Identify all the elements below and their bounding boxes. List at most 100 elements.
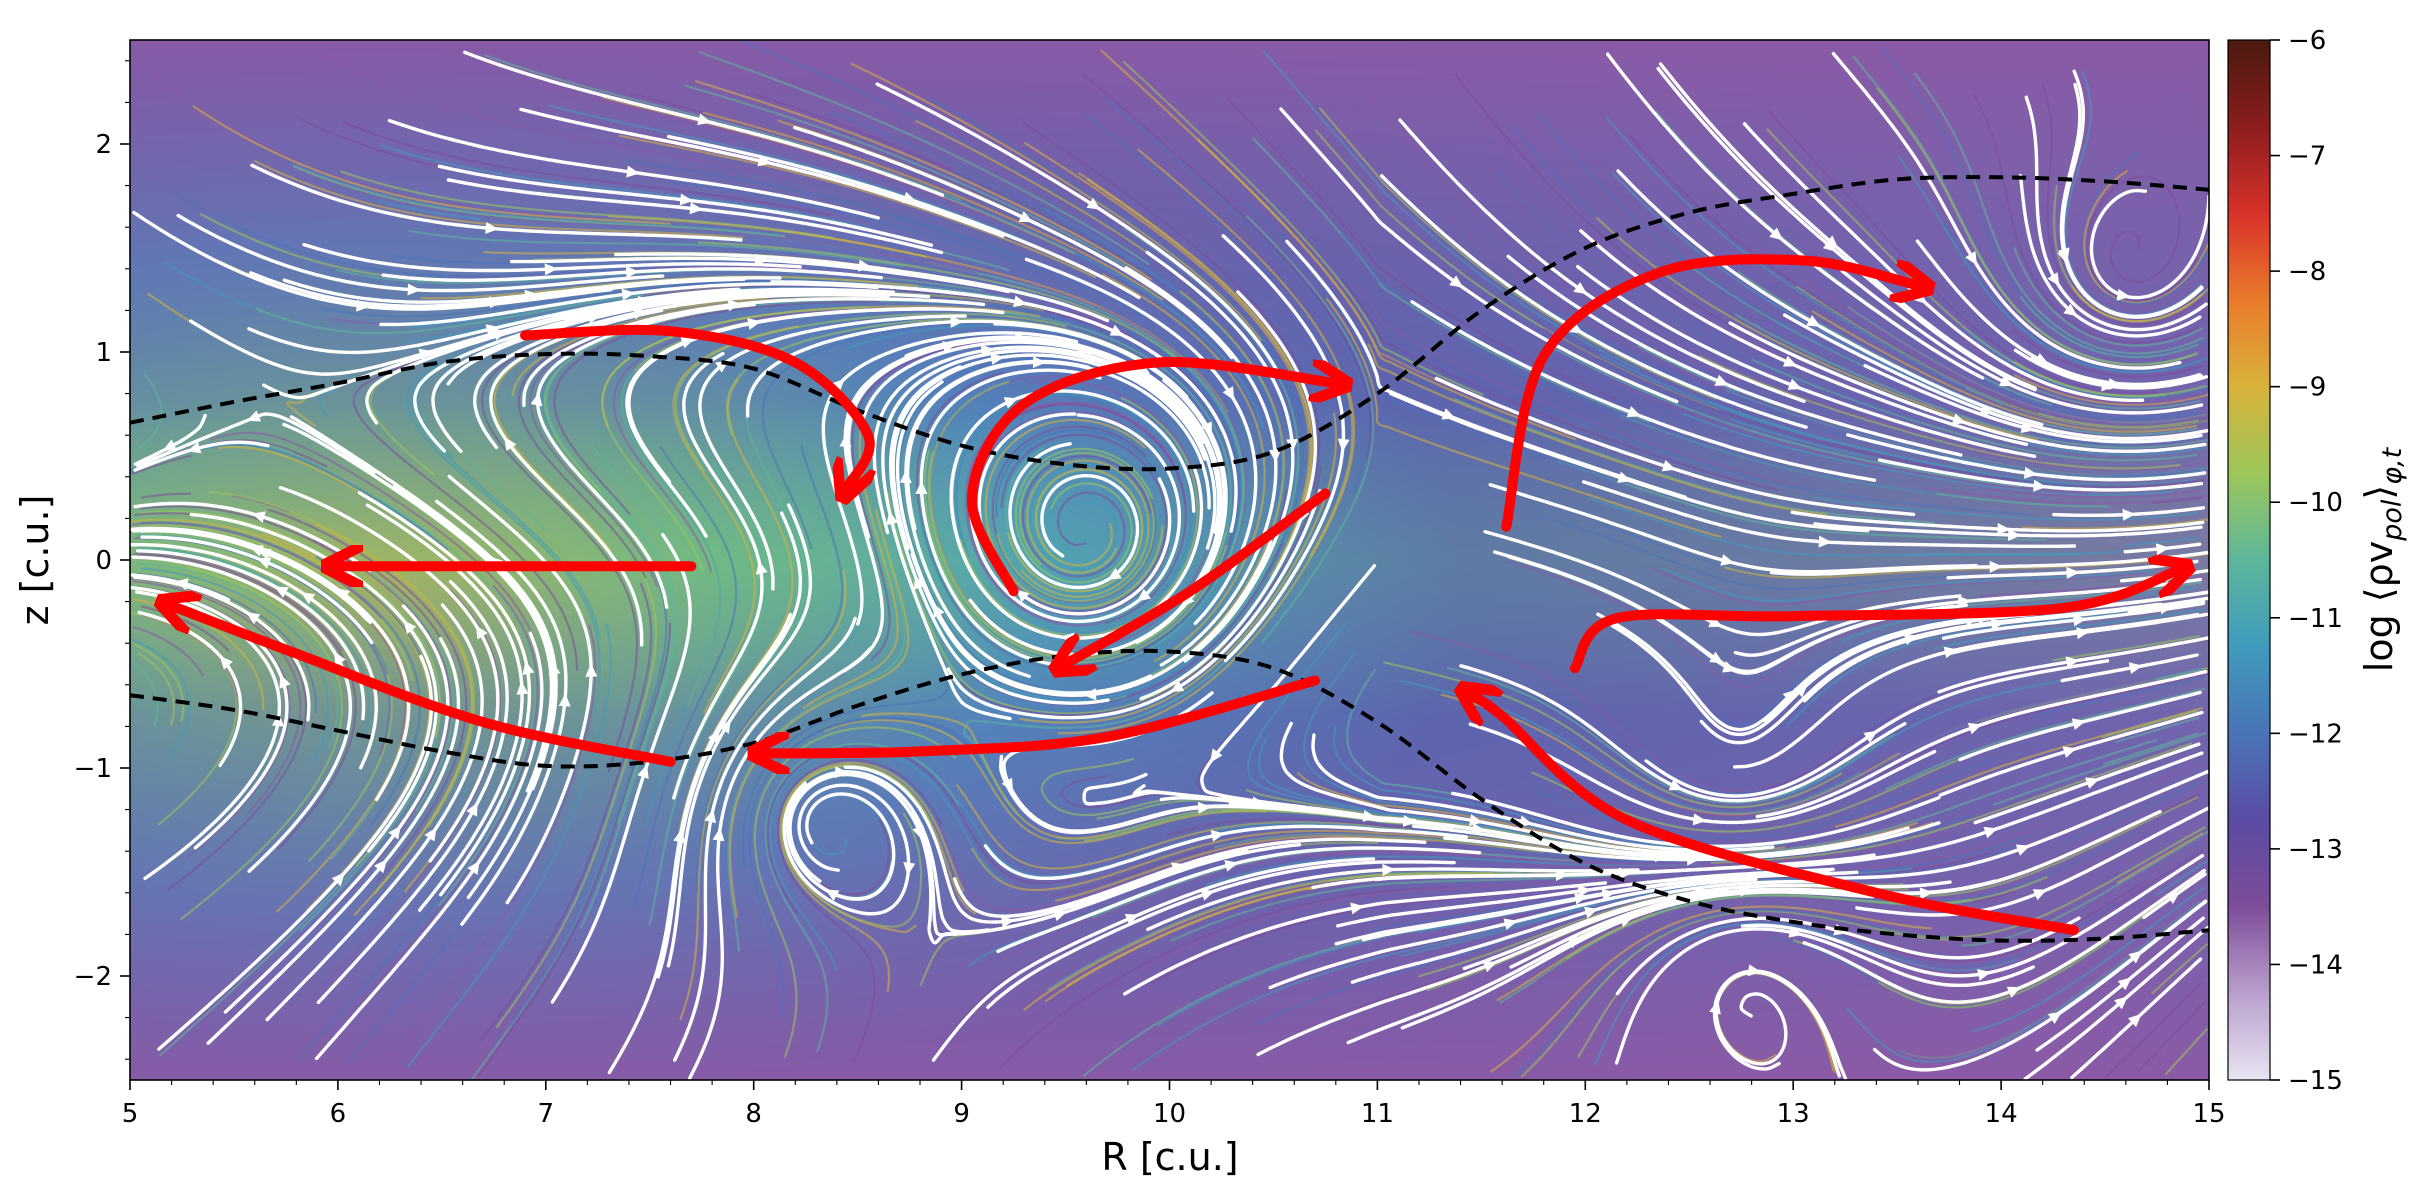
streamline-arrowhead: [915, 480, 928, 494]
streamline: [131, 555, 353, 873]
red-flow-arrow: [1471, 695, 2079, 936]
streamline-arrowhead: [489, 296, 503, 309]
streamline-arrowhead: [1977, 968, 1992, 981]
streamline-arrowhead: [522, 660, 535, 675]
color-streak: [545, 374, 675, 825]
color-streak: [137, 61, 601, 220]
color-streak: [1583, 283, 2047, 463]
colorbar-tick-label: −6: [2288, 26, 2326, 56]
colorbar-label-sub2: φ,t: [2377, 446, 2408, 484]
color-streak: [1105, 98, 1369, 495]
color-streak: [208, 490, 476, 828]
streamline-arrowhead: [2008, 528, 2022, 541]
y-axis-label: z [c.u.]: [13, 495, 57, 626]
streamline-arrowhead: [2063, 303, 2078, 317]
streamline-arrowhead: [2066, 566, 2080, 579]
color-streak: [1587, 496, 2079, 557]
streamline: [136, 549, 366, 721]
streamline-arrowhead: [1714, 374, 1729, 386]
color-streak: [1922, 486, 2209, 505]
color-streak: [1085, 113, 1350, 506]
color-streak: [1710, 742, 2193, 864]
streamline-arrowhead: [1709, 651, 1724, 664]
color-streak: [2124, 536, 2200, 547]
color-streak: [823, 718, 1267, 845]
color-streak: [1734, 313, 2208, 449]
color-streak: [1325, 297, 1722, 538]
color-streak: [1897, 154, 2208, 374]
color-streak: [1205, 855, 1702, 887]
streamline-arrowhead: [2085, 777, 2100, 789]
color-streak: [2019, 295, 2200, 359]
x-axis-label: R [c.u.]: [1101, 1135, 1238, 1179]
streamline-arrowhead: [530, 392, 543, 407]
streamline-arrowhead: [825, 889, 840, 902]
color-streak: [779, 761, 965, 993]
color-streak: [2101, 709, 2199, 739]
color-streak: [898, 357, 1054, 689]
colorbar-label-mid: ⟩: [2357, 485, 2401, 500]
color-streak: [2012, 360, 2207, 398]
streamline: [140, 535, 374, 645]
color-streak: [253, 159, 744, 239]
streamline-arrowhead: [707, 729, 720, 744]
color-streak: [984, 418, 1164, 610]
color-streak: [1082, 73, 1372, 460]
streamline: [1813, 522, 2203, 538]
color-streak: [1318, 106, 1717, 400]
color-streak: [136, 572, 318, 714]
streamline-arrowhead: [1577, 885, 1592, 898]
colorbar: −15 −14 −13 −12 −11 −10 −9 −8 −7 −6 log ⟨ρvpol⟩φ,…: [2227, 26, 2408, 1096]
color-streak: [831, 111, 1255, 370]
streamline-arrowhead: [1015, 589, 1030, 603]
streamline-arrowhead: [950, 315, 964, 328]
streamline-arrowhead: [475, 625, 488, 640]
boundary-curve: [130, 648, 2209, 943]
color-streak: [929, 380, 1175, 659]
color-streak: [1122, 226, 1300, 636]
streamline-arrowhead: [1568, 321, 1583, 334]
color-streak: [1972, 93, 2200, 344]
color-streak: [1408, 630, 1852, 793]
color-streak: [2150, 942, 2209, 995]
color-streak: [970, 829, 1446, 892]
color-streak: [674, 312, 1067, 472]
color-streak: [1251, 136, 1651, 424]
streamline-arrowhead: [2032, 889, 2048, 901]
color-streak: [137, 373, 163, 450]
color-streak: [579, 471, 678, 929]
streamline-arrowhead: [831, 378, 845, 393]
streamline-arrowhead: [712, 827, 725, 842]
streamline-arrowhead: [1618, 915, 1634, 928]
streamline-arrowhead: [858, 259, 872, 272]
color-streak: [702, 111, 1164, 302]
color-streak: [1245, 201, 1626, 485]
colorbar-bar: [2227, 39, 2271, 1081]
streamline-arrowhead: [162, 439, 177, 451]
streamline-arrowhead: [1806, 315, 1821, 327]
streamline-arrowhead: [697, 113, 712, 126]
streamline: [136, 412, 376, 474]
streamline-arrowhead: [257, 557, 272, 569]
color-streak: [618, 134, 1097, 279]
streamline-arrowhead: [403, 620, 417, 635]
colorbar-label-sub1: pol: [2377, 499, 2408, 542]
color-streak: [1875, 672, 2209, 777]
streamline-arrowhead: [1032, 356, 1047, 369]
color-streak: [476, 622, 672, 1078]
streamline-arrowhead: [1722, 661, 1737, 673]
color-streak: [1959, 337, 2206, 405]
color-streak: [2064, 70, 2204, 316]
colorbar-tick-label: −15: [2288, 1066, 2343, 1096]
color-streak: [2078, 165, 2204, 307]
color-streak: [310, 539, 452, 934]
streamline-arrowhead: [1661, 459, 1676, 472]
color-streak: [924, 95, 1301, 411]
color-streak: [140, 567, 330, 763]
streamline-arrowhead: [1518, 815, 1533, 828]
color-streak: [1000, 849, 1481, 962]
x-tick-label: 5: [122, 1099, 139, 1129]
color-streak: [1196, 138, 1577, 441]
streamline-arrowhead: [2127, 1013, 2142, 1028]
color-streak: [1876, 87, 2199, 366]
